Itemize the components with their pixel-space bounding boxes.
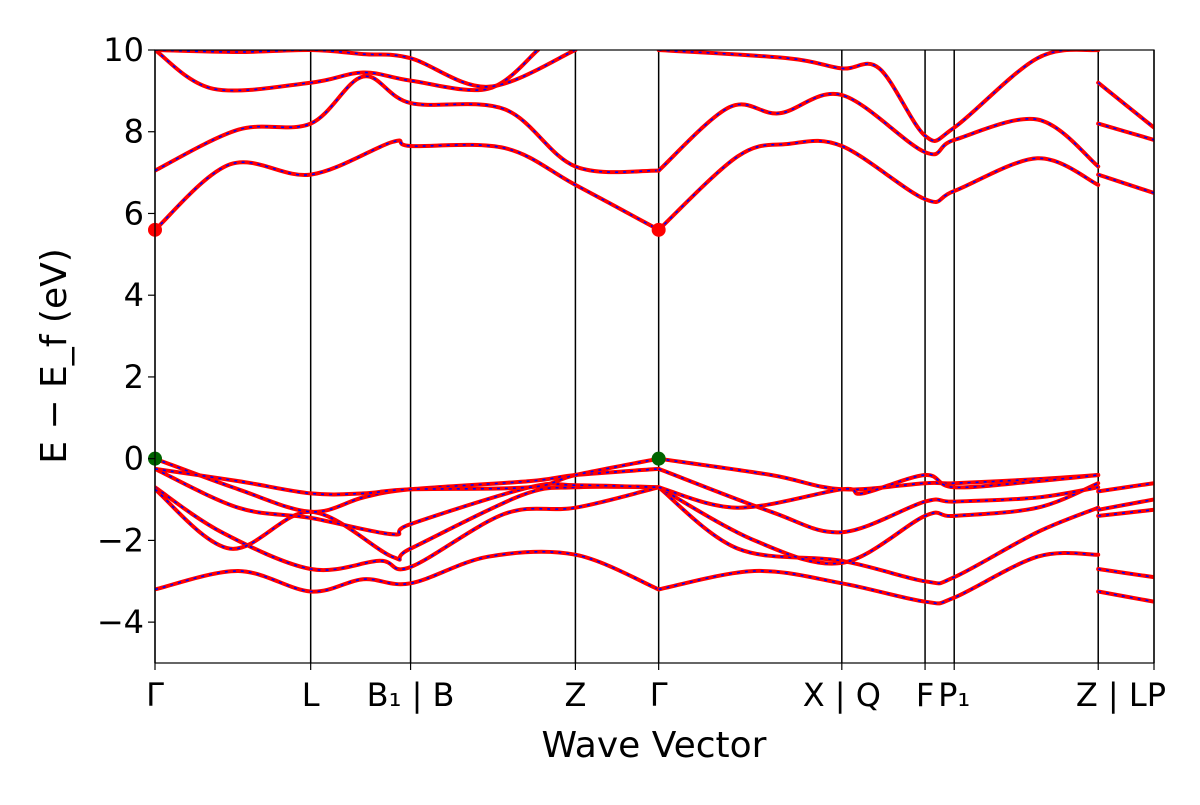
band-line (656, 50, 1101, 143)
y-tick-label: −4 (97, 603, 144, 641)
band-line-dash (155, 139, 660, 231)
band-line (1096, 567, 1154, 580)
y-tick-label: 8 (124, 113, 144, 151)
band-line (1096, 481, 1154, 494)
band-line-dash (155, 457, 659, 496)
x-tick-label: X | Q (803, 676, 881, 714)
extremum-marker (651, 222, 666, 237)
band-line-dash (658, 474, 1099, 509)
band-line (1096, 507, 1154, 518)
band-line-dash (658, 482, 1099, 565)
x-axis-title: Wave Vector (542, 725, 767, 766)
band-line-dash (658, 140, 1099, 231)
band-line (1096, 497, 1154, 512)
y-tick-label: 10 (103, 31, 144, 69)
x-tick-label: F (916, 676, 934, 714)
band-line (155, 50, 540, 93)
extrema-markers (148, 222, 666, 466)
band-line (656, 456, 1101, 492)
band-line (155, 549, 661, 594)
band-line (1096, 589, 1154, 604)
band-line-dash (155, 50, 576, 88)
band-line-dash (658, 552, 1099, 605)
band-lines (155, 50, 1154, 606)
band-line (656, 138, 1101, 232)
band-line-dash (155, 75, 659, 173)
band-line (656, 551, 1101, 606)
band-line-dash (155, 50, 539, 92)
y-tick-label: 2 (124, 358, 144, 396)
y-tick-label: 0 (124, 440, 144, 478)
band-line-dash (658, 50, 1099, 142)
extremum-marker (651, 451, 666, 466)
y-tick-label: 4 (124, 276, 144, 314)
band-line-dash (155, 485, 659, 561)
band-line (656, 472, 1101, 510)
y-tick-label: −2 (97, 521, 144, 559)
x-tick-label: P₁ (938, 676, 970, 714)
x-ticks: Γ L B₁ | B Z Γ X | Q F P₁ Z | LP (146, 663, 1166, 714)
y-ticks: −4 −2 0 2 4 6 8 10 (97, 31, 155, 641)
band-line-dash (155, 468, 659, 536)
band-line (155, 138, 661, 232)
band-line (1096, 80, 1154, 130)
band-line-dash (658, 93, 1099, 172)
band-line-dash (658, 468, 1099, 534)
x-tick-label: Γ (146, 676, 164, 714)
y-axis-title: E − E_f (eV) (34, 248, 75, 464)
x-tick-label: B₁ | B (367, 676, 455, 714)
band-line (155, 456, 661, 497)
x-tick-label: Γ (650, 676, 668, 714)
x-tick-label: Z (564, 676, 586, 714)
y-tick-label: 6 (124, 194, 144, 232)
x-tick-label: L (302, 676, 320, 714)
band-line-dash (658, 486, 1099, 585)
band-line (1096, 172, 1154, 195)
x-tick-label: Z | LP (1076, 676, 1166, 714)
band-line (1096, 121, 1154, 142)
band-line-dash (658, 457, 1099, 491)
plot-frame (154, 49, 1155, 664)
band-line (155, 50, 578, 89)
band-line-dash (155, 486, 659, 571)
